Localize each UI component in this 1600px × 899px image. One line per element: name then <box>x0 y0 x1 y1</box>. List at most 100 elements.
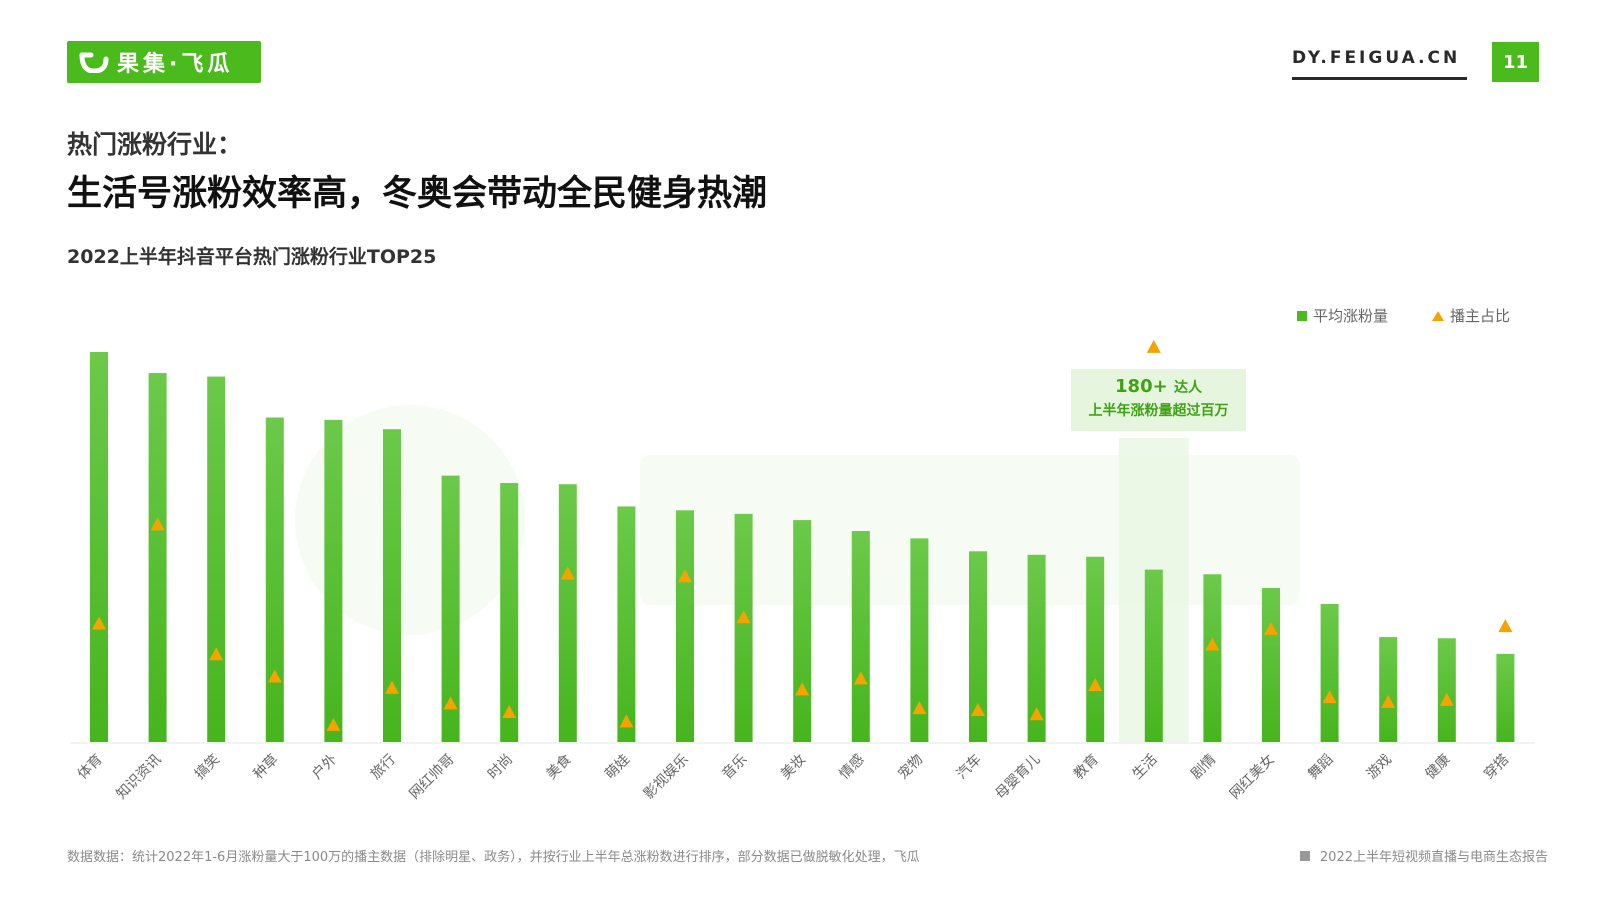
bar-时尚[interactable] <box>500 483 519 742</box>
marker-音乐[interactable] <box>736 610 751 624</box>
page-title: 生活号涨粉效率高，冬奥会带动全民健身热潮 <box>67 174 768 214</box>
marker-体育[interactable] <box>92 616 106 630</box>
bar-生活[interactable] <box>1144 569 1163 742</box>
marker-搞笑[interactable] <box>209 647 224 661</box>
tick-label-搞笑: 搞笑 <box>192 752 223 783</box>
legend-label-bar: 平均涨粉量 <box>1313 307 1389 325</box>
bar-萌娃[interactable] <box>617 506 636 742</box>
tick-label-时尚: 时尚 <box>485 752 516 783</box>
marker-母婴育儿[interactable] <box>1029 707 1044 721</box>
tick-label-剧情: 剧情 <box>1188 752 1219 783</box>
marker-种草[interactable] <box>267 669 282 683</box>
marker-知识资讯[interactable] <box>150 517 165 531</box>
marker-教育[interactable] <box>1088 678 1103 692</box>
callout-line1: 180+ 达人 <box>1071 376 1246 397</box>
bar-网红美女[interactable] <box>1262 587 1280 742</box>
highlight-callout: 180+ 达人 上半年涨粉量超过百万 <box>1071 369 1246 431</box>
page-subtitle: 热门涨粉行业： <box>67 130 243 159</box>
marker-情感[interactable] <box>853 671 868 685</box>
tick-label-户外: 户外 <box>308 751 340 783</box>
legend-item-bar: 平均涨粉量 <box>1297 305 1388 326</box>
bar-情感[interactable] <box>851 531 870 742</box>
marker-户外[interactable] <box>326 717 341 731</box>
bar-穿搭[interactable] <box>1496 653 1515 742</box>
tick-label-网红帅哥: 网红帅哥 <box>407 752 458 803</box>
bar-美妆[interactable] <box>793 520 812 742</box>
marker-汽车[interactable] <box>971 703 985 717</box>
tick-label-情感: 情感 <box>836 751 868 783</box>
tick-label-美妆: 美妆 <box>778 752 809 783</box>
bar-母婴育儿[interactable] <box>1027 554 1046 742</box>
marker-剧情[interactable] <box>1205 637 1220 651</box>
legend-label-marker: 播主占比 <box>1450 307 1511 325</box>
legend-square-icon <box>1297 310 1307 321</box>
marker-生活[interactable] <box>1146 339 1161 353</box>
tick-label-教育: 教育 <box>1071 752 1102 783</box>
brand-logo: 果集·飞瓜 <box>67 41 261 83</box>
tick-label-舞蹈: 舞蹈 <box>1305 752 1336 783</box>
marker-美食[interactable] <box>560 566 575 580</box>
footer-square-icon <box>1299 850 1310 861</box>
tick-label-母婴育儿: 母婴育儿 <box>993 752 1044 803</box>
callout-number: 180+ <box>1115 376 1168 397</box>
bar-舞蹈[interactable] <box>1320 603 1339 742</box>
footer-report: 2022上半年短视频直播与电商生态报告 <box>1299 846 1548 865</box>
footer-report-label: 2022上半年短视频直播与电商生态报告 <box>1319 850 1548 865</box>
tick-label-种草: 种草 <box>251 752 282 783</box>
bar-剧情[interactable] <box>1203 574 1222 742</box>
tick-label-网红美女: 网红美女 <box>1226 751 1278 803</box>
chart-title: 2022上半年抖音平台热门涨粉行业TOP25 <box>67 246 437 268</box>
bar-旅行[interactable] <box>383 429 401 742</box>
page-number: 11 <box>1492 42 1539 82</box>
bar-体育[interactable] <box>90 352 108 742</box>
bar-汽车[interactable] <box>969 551 987 742</box>
marker-萌娃[interactable] <box>619 714 634 728</box>
tick-label-生活: 生活 <box>1130 752 1161 783</box>
marker-穿搭[interactable] <box>1498 619 1513 633</box>
tick-label-汽车: 汽车 <box>953 751 985 783</box>
tick-label-萌娃: 萌娃 <box>602 752 633 783</box>
bar-音乐[interactable] <box>734 513 753 742</box>
marker-宠物[interactable] <box>912 701 927 715</box>
bar-美食[interactable] <box>558 484 577 742</box>
bar-知识资讯[interactable] <box>148 373 167 742</box>
tick-label-体育: 体育 <box>75 752 106 783</box>
tick-label-旅行: 旅行 <box>368 752 399 783</box>
marker-旅行[interactable] <box>385 680 399 694</box>
tick-label-知识资讯: 知识资讯 <box>113 751 165 803</box>
tick-label-美食: 美食 <box>543 751 575 783</box>
bar-游戏[interactable] <box>1379 637 1398 742</box>
site-url[interactable]: DY.FEIGUA.CN <box>1292 48 1461 68</box>
logo-text: 果集·飞瓜 <box>117 52 234 77</box>
bar-种草[interactable] <box>265 417 284 742</box>
tick-label-穿搭: 穿搭 <box>1481 752 1512 783</box>
site-underline <box>1292 77 1467 80</box>
marker-网红美女[interactable] <box>1264 621 1278 635</box>
marker-游戏[interactable] <box>1381 694 1396 708</box>
tick-label-影视娱乐: 影视娱乐 <box>641 752 692 803</box>
tick-label-音乐: 音乐 <box>719 751 751 783</box>
bar-教育[interactable] <box>1086 556 1105 742</box>
marker-美妆[interactable] <box>795 682 810 696</box>
bar-宠物[interactable] <box>910 538 929 742</box>
marker-健康[interactable] <box>1439 692 1454 706</box>
bar-网红帅哥[interactable] <box>441 475 460 742</box>
marker-网红帅哥[interactable] <box>443 696 458 710</box>
callout-line2: 上半年涨粉量超过百万 <box>1088 403 1229 419</box>
marker-舞蹈[interactable] <box>1322 690 1337 704</box>
marker-影视娱乐[interactable] <box>678 569 692 583</box>
bar-健康[interactable] <box>1437 638 1456 742</box>
marker-时尚[interactable] <box>502 704 517 718</box>
bar-户外[interactable] <box>324 419 343 742</box>
tick-label-健康: 健康 <box>1422 751 1454 783</box>
tick-label-游戏: 游戏 <box>1364 752 1395 783</box>
callout-suffix: 达人 <box>1173 380 1202 396</box>
bar-搞笑[interactable] <box>207 376 226 742</box>
bar-影视娱乐[interactable] <box>676 510 694 742</box>
footer-source: 数据数据：统计2022年1-6月涨粉量大于100万的播主数据（排除明星、政务），… <box>67 850 920 865</box>
legend-triangle-icon <box>1432 310 1444 321</box>
logo-mark-icon <box>79 52 109 73</box>
legend-item-marker: 播主占比 <box>1432 305 1510 326</box>
tick-label-宠物: 宠物 <box>895 752 926 783</box>
